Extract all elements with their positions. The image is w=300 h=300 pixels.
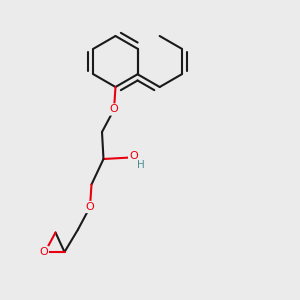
Text: O: O	[129, 151, 138, 161]
Text: O: O	[110, 104, 118, 115]
Text: H: H	[137, 160, 145, 170]
Text: O: O	[39, 247, 48, 257]
Text: O: O	[85, 202, 94, 212]
